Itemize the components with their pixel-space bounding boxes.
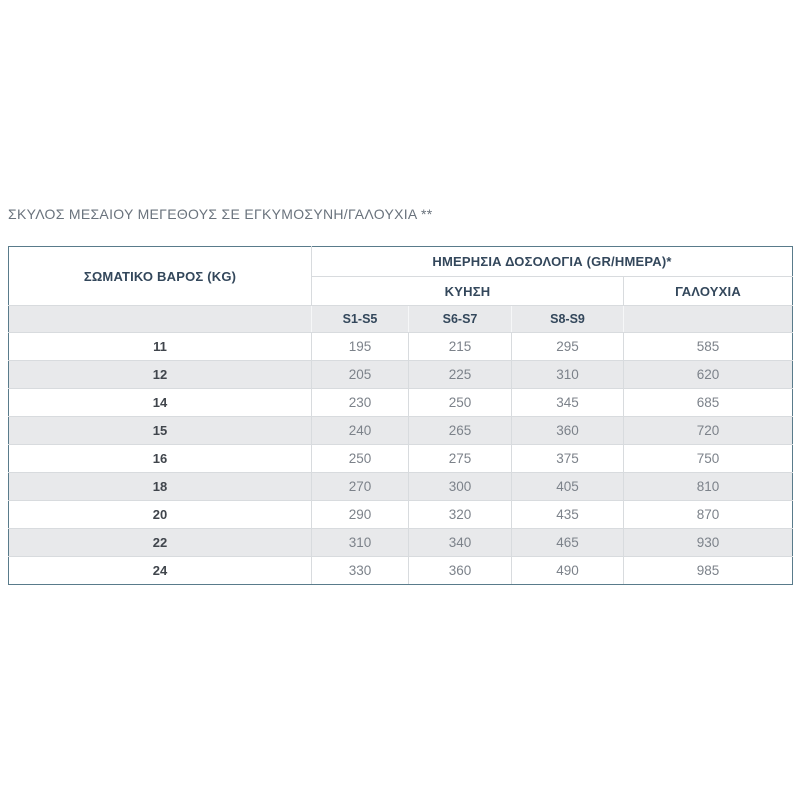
daily-dosage-header: ΗΜΕΡΗΣΙΑ ΔΟΣΟΛΟΓΙΑ (GR/ΗΜΕΡΑ)*	[310, 246, 794, 277]
dosage-value-cell: 320	[408, 500, 512, 529]
stage-header-s1-s5: S1-S5	[311, 305, 409, 333]
dosage-value-cell: 310	[511, 360, 624, 389]
dosage-value-cell: 930	[622, 528, 794, 557]
header-row-dosage: ΣΩΜΑΤΙΚΟ ΒΑΡΟΣ (KG) ΗΜΕΡΗΣΙΑ ΔΟΣΟΛΟΓΙΑ (…	[8, 246, 794, 306]
dosage-value-cell: 215	[408, 332, 512, 361]
dosage-value-cell: 810	[622, 472, 794, 501]
dosage-value-cell: 205	[311, 360, 409, 389]
dosage-value-cell: 405	[511, 472, 624, 501]
header-row-phase: ΚΥΗΣΗ ΓΑΛΟΥΧΙΑ	[9, 276, 794, 306]
dosage-value-cell: 685	[622, 388, 794, 417]
dosage-value-cell: 620	[622, 360, 794, 389]
dosage-value-cell: 490	[511, 556, 624, 585]
dosage-value-cell: 310	[311, 528, 409, 557]
weight-cell: 11	[8, 332, 312, 361]
table-row: 11 195 215 295 585	[8, 332, 794, 361]
dosage-value-cell: 985	[622, 556, 794, 585]
dosage-value-cell: 240	[311, 416, 409, 445]
header-row-stages: S1-S5 S6-S7 S8-S9	[8, 305, 794, 333]
table-row: 18 270 300 405 810	[8, 472, 794, 501]
dosage-value-cell: 250	[311, 444, 409, 473]
dosage-value-cell: 340	[408, 528, 512, 557]
dosage-value-cell: 585	[622, 332, 794, 361]
lactation-header: ΓΑΛΟΥΧΙΑ	[622, 276, 794, 306]
table-row: 12 205 225 310 620	[8, 360, 794, 389]
dosage-value-cell: 250	[408, 388, 512, 417]
weight-cell: 14	[8, 388, 312, 417]
dosage-value-cell: 360	[408, 556, 512, 585]
dosage-value-cell: 465	[511, 528, 624, 557]
stage-header-lactation-empty	[622, 305, 794, 333]
dosage-value-cell: 360	[511, 416, 624, 445]
pregnancy-header: ΚΥΗΣΗ	[311, 276, 624, 306]
weight-cell: 16	[8, 444, 312, 473]
dosage-value-cell: 230	[311, 388, 409, 417]
table-row: 15 240 265 360 720	[8, 416, 794, 445]
dosage-value-cell: 720	[622, 416, 794, 445]
dosage-value-cell: 275	[408, 444, 512, 473]
dosage-table: ΣΩΜΑΤΙΚΟ ΒΑΡΟΣ (KG) ΗΜΕΡΗΣΙΑ ΔΟΣΟΛΟΓΙΑ (…	[8, 246, 794, 585]
dosage-value-cell: 290	[311, 500, 409, 529]
dosage-value-cell: 345	[511, 388, 624, 417]
table-row: 16 250 275 375 750	[8, 444, 794, 473]
weight-cell: 15	[8, 416, 312, 445]
table-title: ΣΚΥΛΟΣ ΜΕΣΑΙΟΥ ΜΕΓΕΘΟΥΣ ΣΕ ΕΓΚΥΜΟΣΥΝΗ/ΓΑ…	[8, 206, 433, 222]
dosage-table-container: ΣΩΜΑΤΙΚΟ ΒΑΡΟΣ (KG) ΗΜΕΡΗΣΙΑ ΔΟΣΟΛΟΓΙΑ (…	[8, 246, 794, 585]
weight-cell: 18	[8, 472, 312, 501]
dosage-value-cell: 265	[408, 416, 512, 445]
dosage-value-cell: 870	[622, 500, 794, 529]
dosage-value-cell: 295	[511, 332, 624, 361]
dosage-value-cell: 750	[622, 444, 794, 473]
stage-header-s6-s7: S6-S7	[408, 305, 512, 333]
table-row: 20 290 320 435 870	[8, 500, 794, 529]
dosage-value-cell: 435	[511, 500, 624, 529]
stage-header-empty	[8, 305, 312, 333]
table-row: 24 330 360 490 985	[8, 556, 794, 585]
dosage-value-cell: 270	[311, 472, 409, 501]
dosage-value-cell: 330	[311, 556, 409, 585]
stage-header-s8-s9: S8-S9	[511, 305, 624, 333]
dosage-value-cell: 225	[408, 360, 512, 389]
dosage-value-cell: 375	[511, 444, 624, 473]
dosage-value-cell: 195	[311, 332, 409, 361]
weight-cell: 24	[8, 556, 312, 585]
dosage-value-cell: 300	[408, 472, 512, 501]
table-row: 14 230 250 345 685	[8, 388, 794, 417]
weight-cell: 20	[8, 500, 312, 529]
weight-cell: 12	[8, 360, 312, 389]
weight-column-header: ΣΩΜΑΤΙΚΟ ΒΑΡΟΣ (KG)	[8, 246, 312, 306]
weight-cell: 22	[8, 528, 312, 557]
table-row: 22 310 340 465 930	[8, 528, 794, 557]
